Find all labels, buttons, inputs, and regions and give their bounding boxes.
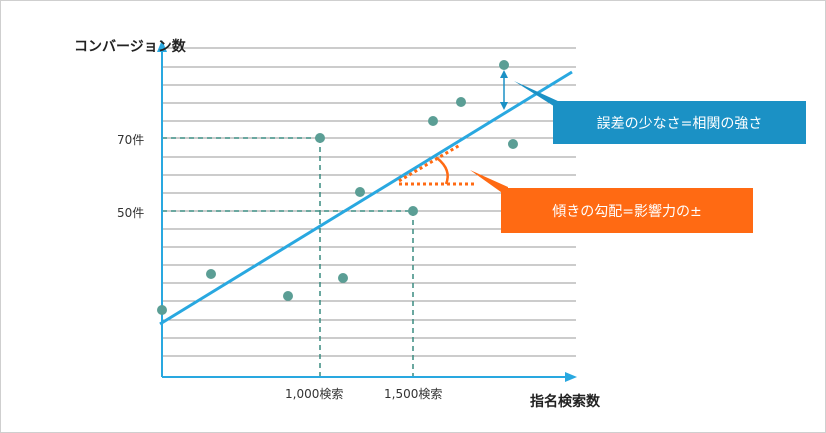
y-axis-arrowhead [157, 40, 167, 52]
data-points [157, 60, 518, 315]
guide-lines [162, 137, 414, 377]
data-point [338, 273, 348, 283]
data-point [157, 305, 167, 315]
slope-callout-text: 傾きの勾配=影響力の± [552, 203, 702, 220]
error-arrow-up-head [500, 70, 508, 78]
data-point [428, 116, 438, 126]
error-arrow [500, 70, 508, 110]
x-axis-arrowhead [565, 372, 577, 382]
data-point [508, 139, 518, 149]
correlation-callout-pointer [514, 81, 560, 110]
correlation-callout-box [553, 101, 806, 144]
x-tick-label: 1,000検索 [285, 387, 344, 401]
data-point [408, 206, 418, 216]
slope-dotted-along-line [398, 143, 461, 183]
slope-callout-box [501, 188, 753, 233]
x-tick-label: 1,500検索 [384, 387, 443, 401]
data-point [283, 291, 293, 301]
y-axis-title: コンバージョン数 [74, 39, 186, 55]
regression-line [159, 70, 573, 326]
data-point [355, 187, 365, 197]
data-point [315, 133, 325, 143]
data-point [499, 60, 509, 70]
data-point [456, 97, 466, 107]
y-tick-label: 50件 [117, 206, 145, 220]
y-tick-label: 70件 [117, 133, 145, 147]
correlation-callout-text: 誤差の少なさ=相関の強さ [596, 115, 763, 132]
data-point [206, 269, 216, 279]
slope-indicator [398, 143, 476, 186]
slope-callout-pointer [470, 170, 508, 197]
slope-angle-arc [436, 157, 449, 185]
x-axis-title: 指名検索数 [530, 394, 600, 410]
error-arrow-down-head [500, 102, 508, 110]
